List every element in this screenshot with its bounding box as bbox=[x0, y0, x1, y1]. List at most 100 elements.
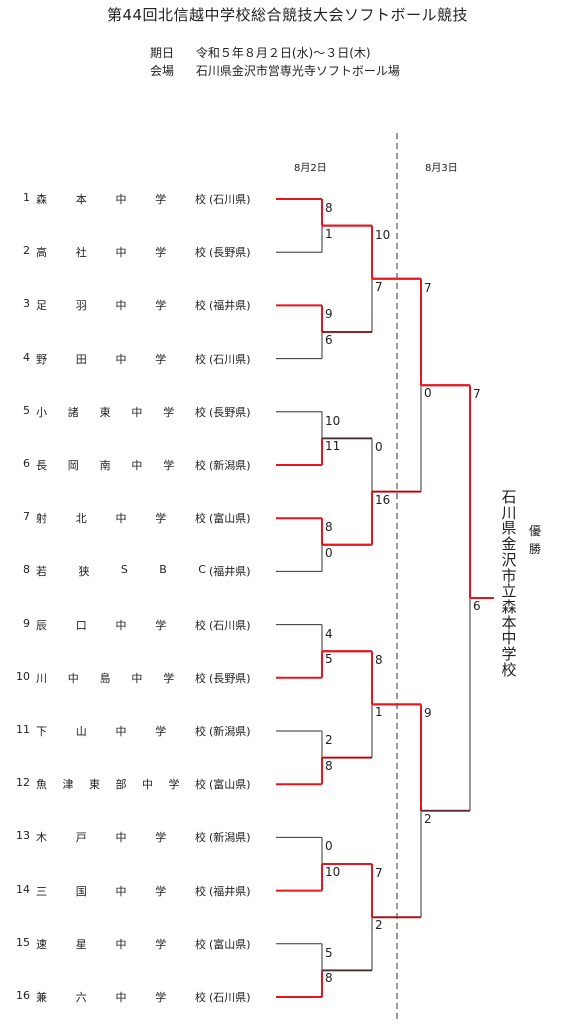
team-name-char: 校 bbox=[195, 831, 206, 845]
team-name-char: 野 bbox=[36, 352, 47, 366]
team-row: 15 速 星 中 学 校 (富山県) bbox=[12, 935, 274, 951]
team-name-char: 戸 bbox=[75, 831, 87, 845]
team-name-char: 長 bbox=[36, 459, 47, 472]
team-name: 魚津東部中学校 bbox=[36, 776, 206, 792]
team-name-char: 山 bbox=[75, 725, 87, 738]
r1-score-bottom: 8 bbox=[325, 971, 333, 986]
r1-score-bottom: 6 bbox=[325, 333, 333, 347]
team-name: 下山中学校 bbox=[36, 723, 206, 739]
team-row: 1 森 本 中 学 校 (石川県) bbox=[12, 191, 274, 206]
team-seed-number: 16 bbox=[16, 989, 30, 1002]
team-name-char: 学 bbox=[168, 778, 180, 792]
team-name-char: 中 bbox=[115, 299, 127, 313]
team-name-char: 社 bbox=[75, 246, 87, 260]
meta-date-label: 期日 bbox=[150, 46, 175, 60]
meta-date-value: 令和５年８月２日(水)～３日(木) bbox=[195, 46, 371, 60]
team-name-char: 校 bbox=[194, 671, 206, 685]
page-title: 第44回北信越中学校総合競技大会ソフトボール競技 bbox=[106, 6, 469, 24]
final-score-top: 7 bbox=[473, 387, 481, 402]
team-name-char: 学 bbox=[155, 618, 167, 632]
team-seed-number: 5 bbox=[23, 403, 30, 417]
team-name: 川中島中学校 bbox=[36, 670, 206, 686]
team-name-char: 学 bbox=[163, 459, 175, 472]
team-name-char: 魚 bbox=[36, 778, 47, 792]
r2-score-bottom: 1 bbox=[375, 705, 383, 720]
team-name-char: 星 bbox=[75, 937, 87, 951]
team-seed-number: 15 bbox=[16, 935, 30, 949]
team-prefecture: (富山県) bbox=[209, 512, 251, 526]
team-row: 13 木 戸 中 学 校 (新潟県) bbox=[12, 829, 274, 845]
meta-venue: 会場 石川県金沢市営専光寺ソフトボール場 bbox=[150, 62, 400, 79]
team-name-char: C bbox=[198, 563, 206, 577]
team-name-char: 中 bbox=[115, 193, 127, 206]
team-seed-number: 9 bbox=[23, 616, 30, 630]
team-name: 射北中学校 bbox=[36, 510, 206, 526]
team-name-char: 校 bbox=[195, 352, 206, 366]
team-name-char: 中 bbox=[115, 831, 127, 845]
team-name-char: 津 bbox=[62, 778, 74, 792]
team-prefecture: (石川県) bbox=[209, 352, 251, 366]
team-prefecture: (富山県) bbox=[209, 937, 251, 951]
r3-score-bottom: 2 bbox=[424, 811, 432, 826]
team-name-char: 三 bbox=[36, 884, 47, 898]
team-row: 5 小 諸 東 中 学 校 (長野県) bbox=[12, 403, 274, 420]
team-seed-number: 3 bbox=[23, 297, 30, 311]
team-name-char: 羽 bbox=[75, 299, 87, 313]
r1-score-top: 2 bbox=[325, 733, 333, 747]
team-name-char: 中 bbox=[115, 352, 127, 366]
team-name-char: 兼 bbox=[36, 991, 47, 1004]
team-name-char: 校 bbox=[195, 299, 206, 313]
team-name-char: 校 bbox=[194, 405, 206, 419]
r2-score-top: 10 bbox=[375, 227, 391, 242]
team-name-char: 口 bbox=[75, 618, 87, 632]
team-name-char: 学 bbox=[155, 884, 167, 898]
team-name-char: 中 bbox=[131, 405, 143, 419]
r1-score-bottom: 11 bbox=[325, 439, 341, 454]
team-name-char: 高 bbox=[36, 246, 47, 260]
r2-score-bottom: 7 bbox=[375, 279, 383, 294]
r3-score-top: 9 bbox=[424, 706, 432, 721]
r3-score-bottom: 0 bbox=[424, 386, 432, 401]
r2-score-bottom: 2 bbox=[375, 918, 383, 933]
team-seed-number: 6 bbox=[23, 457, 30, 470]
team-row: 14 三 国 中 学 校 (福井県) bbox=[12, 883, 274, 898]
team-name-char: 校 bbox=[195, 618, 206, 632]
team-name-char: 学 bbox=[163, 671, 175, 685]
r2-score-top: 8 bbox=[375, 653, 383, 668]
team-name-char: 森 bbox=[36, 193, 47, 206]
team-name-char: 学 bbox=[155, 991, 167, 1004]
team-prefecture: (石川県) bbox=[209, 618, 251, 632]
team-row: 9 辰 口 中 学 校 (石川県) bbox=[12, 616, 274, 632]
team-prefecture: (福井県) bbox=[209, 884, 251, 898]
team-name-char: S bbox=[120, 563, 128, 577]
team-name-char: 中 bbox=[142, 778, 153, 792]
team-name-char: 学 bbox=[155, 725, 167, 738]
team-name-char: 学 bbox=[155, 512, 167, 526]
team-name-char: 学 bbox=[155, 246, 167, 260]
team-row: 7 射 北 中 学 校 (富山県) bbox=[12, 510, 274, 526]
r1-score-bottom: 8 bbox=[325, 758, 333, 773]
team-row: 8 若 狭 S B C (福井県) bbox=[12, 563, 274, 579]
team-seed-number: 11 bbox=[16, 723, 30, 736]
team-name: 小諸東中学校 bbox=[36, 404, 206, 420]
r1-score-bottom: 5 bbox=[325, 652, 333, 667]
team-row: 11 下 山 中 学 校 (新潟県) bbox=[12, 723, 274, 739]
team-name-char: 辰 bbox=[36, 618, 47, 632]
team-prefecture: (富山県) bbox=[209, 778, 251, 792]
team-name-char: 中 bbox=[131, 671, 143, 685]
team-name-char: 中 bbox=[67, 671, 79, 685]
team-name-char: 中 bbox=[131, 459, 143, 472]
r1-score-top: 10 bbox=[325, 413, 341, 428]
r1-score-top: 4 bbox=[325, 626, 333, 641]
r1-score-top: 5 bbox=[325, 945, 333, 960]
team-prefecture: (新潟県) bbox=[209, 459, 251, 472]
team-row: 3 足 羽 中 学 校 (福井県) bbox=[12, 297, 274, 313]
team-name-char: 校 bbox=[195, 512, 206, 526]
meta-venue-value: 石川県金沢市営専光寺ソフトボール場 bbox=[195, 64, 400, 78]
r1-score-bottom: 1 bbox=[325, 226, 333, 241]
team-row: 6 長 岡 南 中 学 校 (新潟県) bbox=[12, 457, 274, 472]
team-name-char: 射 bbox=[36, 512, 47, 526]
team-name: 兼六中学校 bbox=[36, 989, 206, 1005]
team-prefecture: (新潟県) bbox=[209, 831, 251, 845]
team-name-char: 若 bbox=[36, 565, 47, 579]
